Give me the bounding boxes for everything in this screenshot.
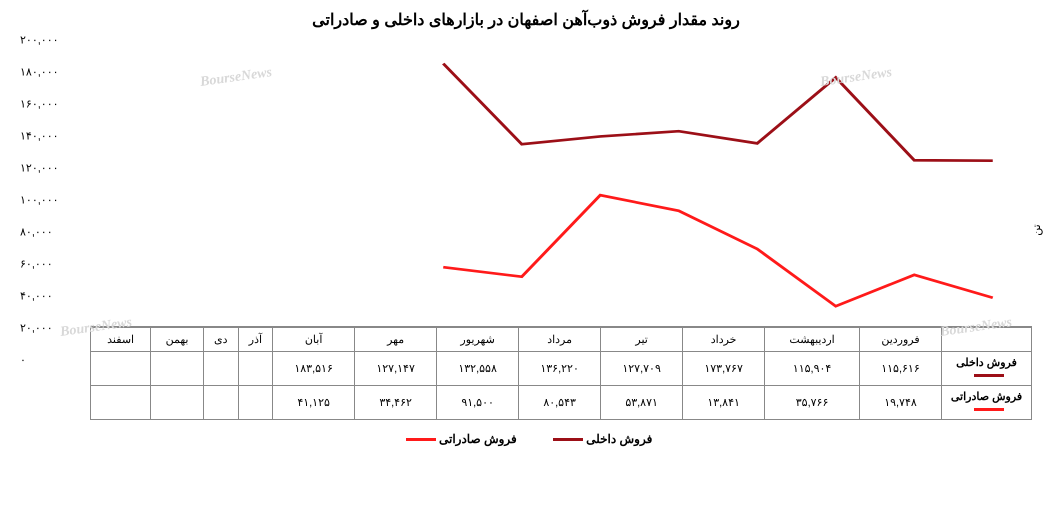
data-cell: [203, 352, 238, 386]
data-cell: ۱۷۳,۷۶۷: [683, 352, 765, 386]
data-cell: [151, 352, 204, 386]
table-row: فروش صادراتی ۱۹,۷۴۸۳۵,۷۶۶۱۳,۸۴۱۵۳,۸۷۱۸۰,…: [91, 386, 1032, 420]
chart-title: روند مقدار فروش ذوب‌آهن اصفهان در بازاره…: [20, 10, 1032, 30]
y-tick-label: ۶۰,۰۰۰: [20, 258, 80, 271]
data-cell: ۳۵,۷۶۶: [765, 386, 860, 420]
data-cell: ۹۱,۵۰۰: [437, 386, 519, 420]
data-cell: ۱۲۷,۱۴۷: [355, 352, 437, 386]
data-cell: ۱۳۲,۵۵۸: [437, 352, 519, 386]
month-header: آبان: [273, 328, 355, 352]
month-header: دی: [203, 328, 238, 352]
y-tick-label: ۸۰,۰۰۰: [20, 226, 80, 239]
y-tick-label: ۰: [20, 354, 80, 367]
table-row: فروش داخلی ۱۱۵,۶۱۶۱۱۵,۹۰۴۱۷۳,۷۶۷۱۲۷,۷۰۹۱…: [91, 352, 1032, 386]
data-cell: ۴۱,۱۲۵: [273, 386, 355, 420]
month-header: بهمن: [151, 328, 204, 352]
data-table: فروردیناردیبهشتخردادتیرمردادشهریورمهرآبا…: [90, 327, 1032, 420]
y-axis-label: تن: [1030, 224, 1043, 235]
month-header: اردیبهشت: [765, 328, 860, 352]
y-tick-label: ۱۲۰,۰۰۰: [20, 162, 80, 175]
month-header: مرداد: [519, 328, 601, 352]
data-cell: ۱۹,۷۴۸: [860, 386, 942, 420]
data-cell: [91, 386, 151, 420]
series-row-header: فروش صادراتی: [942, 386, 1032, 420]
data-cell: [91, 352, 151, 386]
data-cell: [238, 386, 272, 420]
legend-item: فروش داخلی: [547, 432, 653, 446]
y-tick-label: ۲۰,۰۰۰: [20, 322, 80, 335]
data-cell: [151, 386, 204, 420]
month-header: آذر: [238, 328, 272, 352]
data-cell: ۱۱۵,۹۰۴: [765, 352, 860, 386]
month-header: شهریور: [437, 328, 519, 352]
plot-and-table: فروردیناردیبهشتخردادتیرمردادشهریورمهرآبا…: [90, 40, 1032, 420]
data-cell: ۱۳,۸۴۱: [683, 386, 765, 420]
chart-area: فروردیناردیبهشتخردادتیرمردادشهریورمهرآبا…: [20, 40, 1032, 420]
data-cell: ۱۳۶,۲۲۰: [519, 352, 601, 386]
series-line: [443, 64, 993, 161]
month-header: اسفند: [91, 328, 151, 352]
series-line: [443, 195, 993, 306]
table-corner-cell: [942, 328, 1032, 352]
line-chart-svg: [90, 40, 1032, 326]
data-cell: ۸۰,۵۴۳: [519, 386, 601, 420]
series-row-header: فروش داخلی: [942, 352, 1032, 386]
data-cell: ۳۴,۴۶۲: [355, 386, 437, 420]
table-header-row: فروردیناردیبهشتخردادتیرمردادشهریورمهرآبا…: [91, 328, 1032, 352]
month-header: خرداد: [683, 328, 765, 352]
y-axis: ۰۲۰,۰۰۰۴۰,۰۰۰۶۰,۰۰۰۸۰,۰۰۰۱۰۰,۰۰۰۱۲۰,۰۰۰۱…: [20, 40, 90, 360]
data-cell: ۱۱۵,۶۱۶: [860, 352, 942, 386]
y-tick-label: ۱۴۰,۰۰۰: [20, 130, 80, 143]
data-cell: [238, 352, 272, 386]
y-tick-label: ۱۶۰,۰۰۰: [20, 98, 80, 111]
y-tick-label: ۲۰۰,۰۰۰: [20, 34, 80, 47]
month-header: تیر: [601, 328, 683, 352]
data-cell: [203, 386, 238, 420]
plot-region: [90, 40, 1032, 327]
month-header: مهر: [355, 328, 437, 352]
month-header: فروردین: [860, 328, 942, 352]
y-tick-label: ۱۸۰,۰۰۰: [20, 66, 80, 79]
y-tick-label: ۴۰,۰۰۰: [20, 290, 80, 303]
data-cell: ۱۲۷,۷۰۹: [601, 352, 683, 386]
data-cell: ۵۳,۸۷۱: [601, 386, 683, 420]
y-tick-label: ۱۰۰,۰۰۰: [20, 194, 80, 207]
legend: فروش داخلی فروش صادراتی: [20, 432, 1032, 446]
data-cell: ۱۸۳,۵۱۶: [273, 352, 355, 386]
chart-container: روند مقدار فروش ذوب‌آهن اصفهان در بازاره…: [0, 0, 1052, 532]
legend-item: فروش صادراتی: [400, 432, 517, 446]
